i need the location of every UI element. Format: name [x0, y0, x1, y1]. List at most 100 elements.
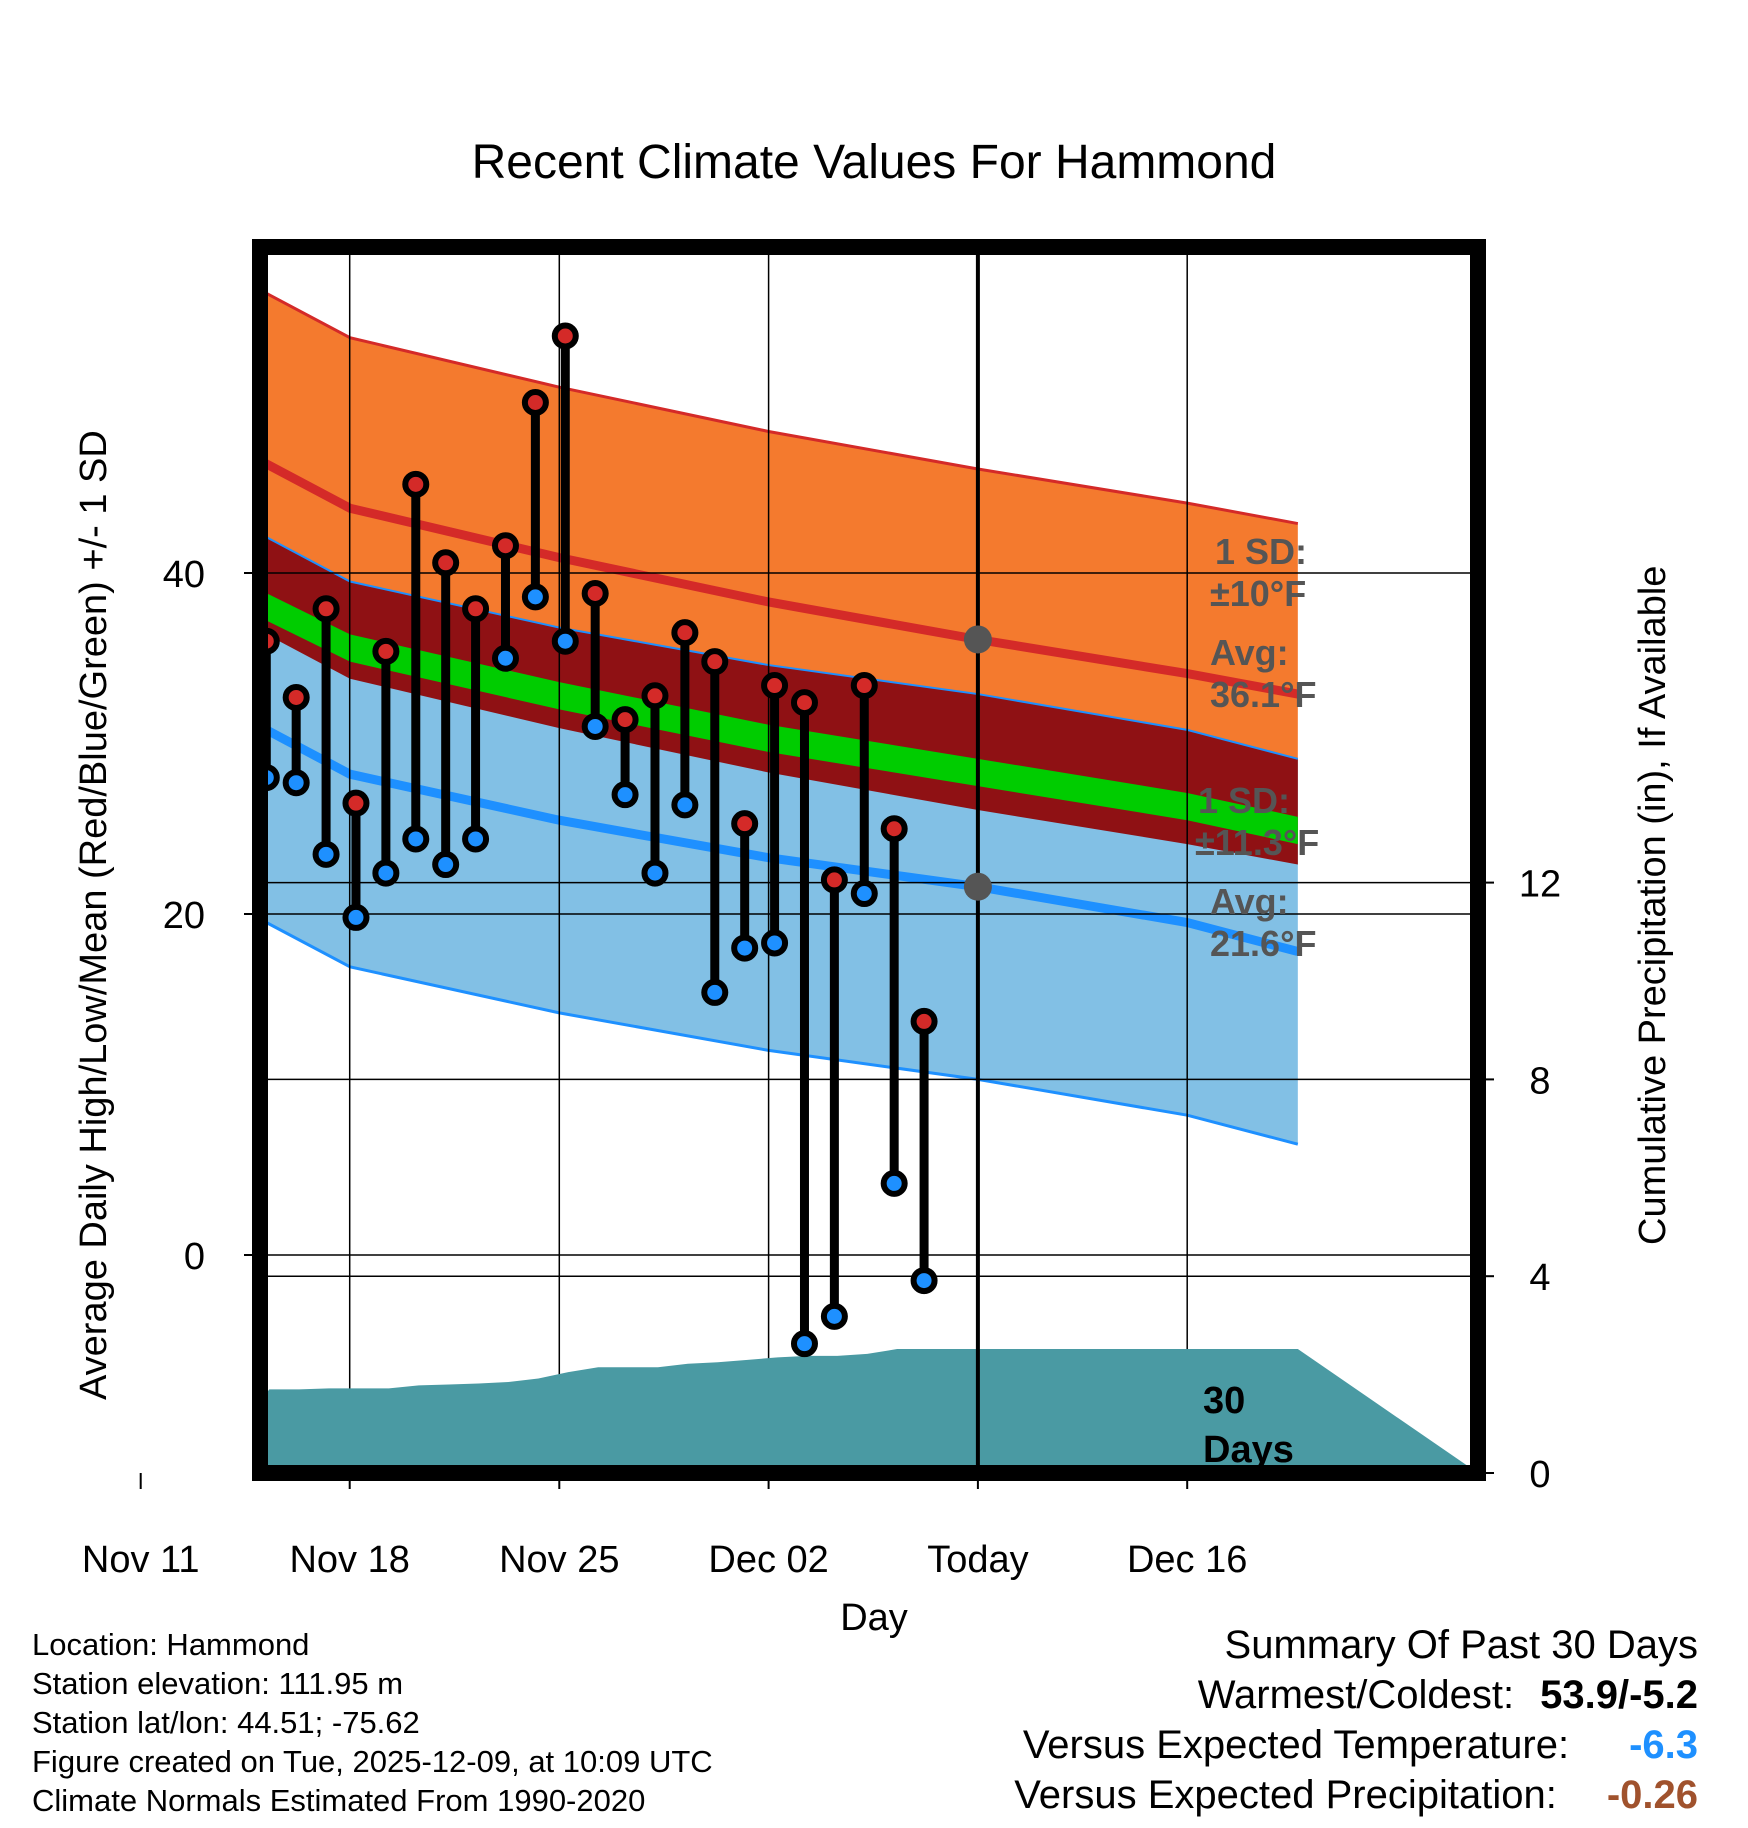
- low-sd-label-line2: ±11.3°F: [1195, 822, 1319, 863]
- y-right-tick-label: 8: [1529, 1060, 1550, 1102]
- latlon-text: Station lat/lon: 44.51; -75.62: [32, 1705, 420, 1740]
- x-tick-label: Today: [927, 1539, 1028, 1581]
- observation-low-point: [641, 859, 669, 887]
- summary-panel: Summary Of Past 30 Days Warmest/Coldest:…: [1014, 1620, 1698, 1820]
- location-text: Location: Hammond: [32, 1627, 310, 1662]
- chart-title: Recent Climate Values For Hammond: [471, 136, 1277, 189]
- y-right-tick-label: 12: [1519, 864, 1561, 906]
- observation-high-point: [402, 470, 430, 498]
- observation-high-point: [820, 866, 848, 894]
- high-sd-label-line1: 1 SD:: [1215, 531, 1307, 572]
- today-days-word: Days: [1203, 1429, 1294, 1471]
- summary-warm-cold: Warmest/Coldest: 53.9/-5.2: [1014, 1670, 1698, 1720]
- observation-low-point: [372, 859, 400, 887]
- today-days-number: 30: [1203, 1380, 1245, 1422]
- observation-low-point: [491, 644, 519, 672]
- observation-low-point: [196, 799, 217, 820]
- observation-high-point: [731, 810, 759, 838]
- observation-high-point: [761, 672, 789, 700]
- observation-low-point: [226, 900, 247, 921]
- y-right-tick-label: 4: [1529, 1257, 1550, 1299]
- temp-value: -6.3: [1629, 1723, 1698, 1767]
- high-average-line: [260, 429, 1299, 699]
- observation-high-point: [521, 389, 549, 416]
- normals-text: Climate Normals Estimated From 1990-2020: [32, 1783, 646, 1818]
- observation-low-point: [671, 791, 699, 819]
- observation-low-point: [312, 840, 340, 868]
- low-average-line: [260, 695, 1299, 956]
- y-tick-label: 0: [184, 1236, 205, 1278]
- high-avg-label: Avg:: [1210, 632, 1289, 673]
- observation-low-point: [701, 978, 729, 1006]
- low-average-marker: [963, 872, 992, 901]
- observation-low-point: [521, 583, 549, 611]
- observation-high-point: [432, 549, 460, 577]
- mean-band: [260, 557, 1298, 845]
- observation-high-point: [46, 719, 67, 740]
- observation-high-point: [880, 815, 908, 843]
- observation-low-point: [136, 740, 157, 761]
- observations: [46, 322, 938, 1358]
- observation-low-point: [402, 825, 430, 853]
- observation-high-point: [671, 619, 699, 647]
- temp-label: Versus Expected Temperature:: [1022, 1723, 1570, 1767]
- summary-heading: Summary Of Past 30 Days: [1224, 1623, 1698, 1667]
- precip-label: Versus Expected Precipitation:: [1014, 1773, 1557, 1817]
- x-axis-label: Day: [840, 1597, 908, 1639]
- observation-low-point: [581, 712, 609, 740]
- observation-high-point: [491, 532, 519, 560]
- low-sd-label-line1: 1 SD:: [1198, 780, 1290, 821]
- summary-temp: Versus Expected Temperature: -6.3: [1014, 1720, 1698, 1770]
- observation-low-point: [46, 772, 67, 793]
- observation-high-point: [312, 595, 340, 623]
- summary-precip: Versus Expected Precipitation: -0.26: [1014, 1770, 1698, 1820]
- low-lower-sd-line: [260, 888, 1299, 1146]
- observation-high-point: [226, 636, 247, 657]
- y-tick-label: 20: [163, 895, 205, 937]
- grid: [260, 247, 1478, 1473]
- observation-low-point: [761, 929, 789, 957]
- y-tick-label: 40: [163, 554, 205, 596]
- observation-low-point: [462, 825, 490, 853]
- plot-area: [46, 247, 1478, 1473]
- precipitation-area: [260, 1349, 1478, 1473]
- high-sd-label-line2: ±10°F: [1210, 573, 1306, 614]
- observation-low-point: [551, 627, 579, 655]
- y-axis-label-left: Average Daily High/Low/Mean (Red/Blue/Gr…: [73, 430, 115, 1400]
- high-avg-value: 36.1°F: [1210, 674, 1316, 715]
- observation-low-point: [910, 1267, 938, 1295]
- x-tick-label: Dec 16: [1127, 1539, 1247, 1581]
- high-upper-sd-line: [260, 259, 1299, 526]
- observation-high-point: [136, 590, 157, 611]
- observation-low-point: [731, 934, 759, 962]
- observation-high-point: [581, 579, 609, 607]
- plot-frame: [252, 239, 1486, 1481]
- x-tick-label: Dec 02: [708, 1539, 828, 1581]
- observation-high-point: [910, 1007, 938, 1035]
- observation-low-point: [790, 1330, 818, 1358]
- low-avg-label: Avg:: [1210, 881, 1289, 922]
- observation-high-point: [701, 648, 729, 676]
- x-tick-label: Nov 25: [499, 1539, 619, 1581]
- observation-high-point: [462, 595, 490, 623]
- observation-high-point: [342, 789, 370, 817]
- observation-high-point: [372, 637, 400, 665]
- observation-high-point: [641, 682, 669, 710]
- y-axis-label-right: Cumulative Precipitation (in), If Availa…: [1632, 565, 1674, 1245]
- observation-high-point: [551, 322, 579, 350]
- created-text: Figure created on Tue, 2025-12-09, at 10…: [32, 1744, 713, 1779]
- observation-high-point: [850, 672, 878, 700]
- high-average-marker: [963, 625, 992, 654]
- low-upper-sd-line: [260, 503, 1299, 760]
- low-avg-value: 21.6°F: [1210, 923, 1316, 964]
- observation-high-point: [282, 683, 310, 711]
- x-tick-label: Nov 11: [82, 1539, 200, 1581]
- observation-low-point: [166, 678, 187, 699]
- warm-cold-value: 53.9/-5.2: [1540, 1673, 1698, 1717]
- observation-low-point: [850, 880, 878, 908]
- observation-high-point: [790, 689, 818, 717]
- station-info: Location: Hammond Station elevation: 111…: [32, 1625, 713, 1820]
- x-tick-label: Nov 18: [289, 1539, 409, 1581]
- observation-low-point: [880, 1169, 908, 1197]
